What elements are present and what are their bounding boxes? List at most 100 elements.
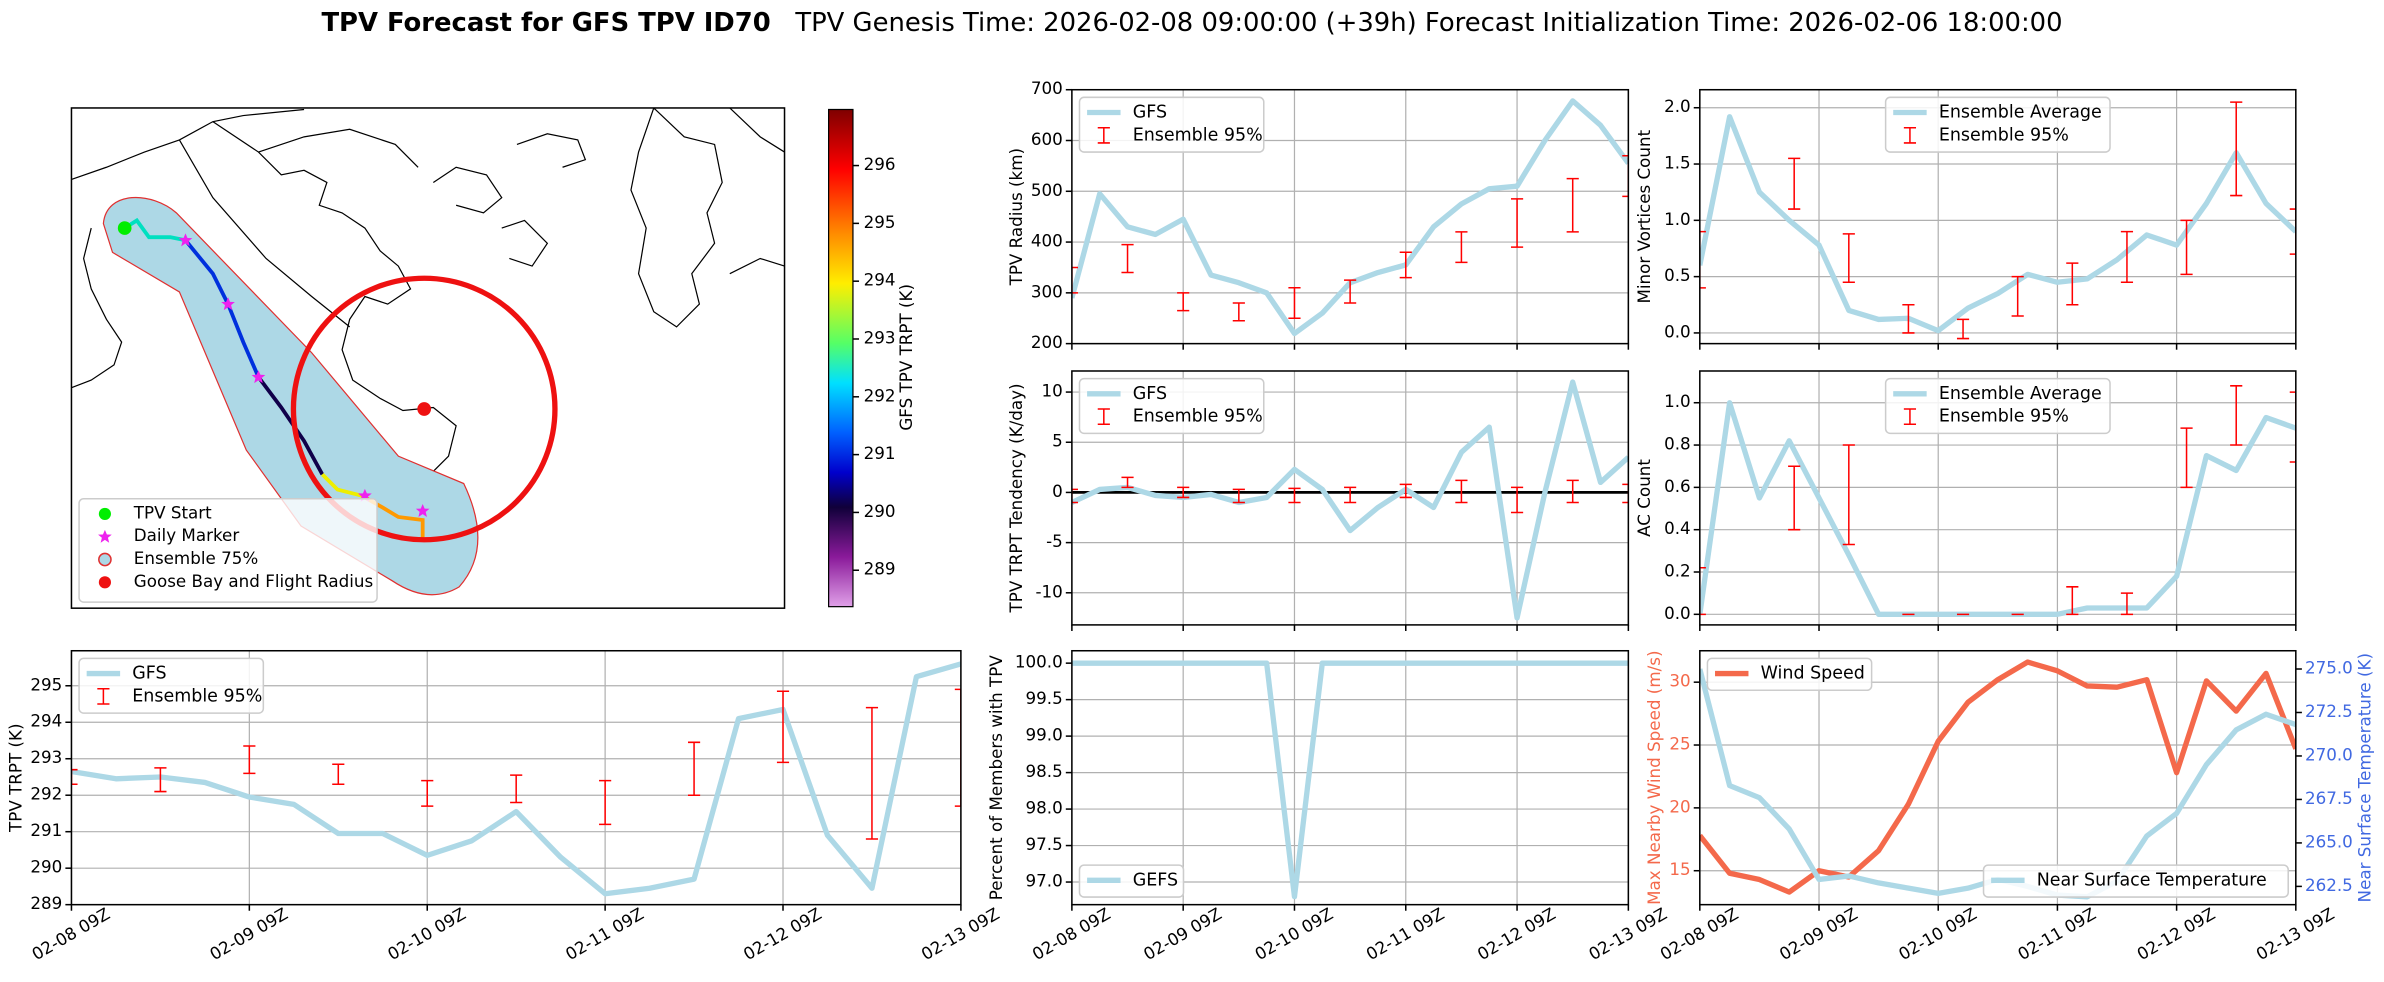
line — [1699, 400, 2296, 617]
x-tick-label: 02-08 09Z — [1029, 903, 1114, 964]
line — [1699, 668, 2296, 900]
y-axis-label: TPV TRPT Tendency (K/day) — [1006, 383, 1026, 613]
line — [1699, 114, 2296, 334]
error-bar — [243, 745, 256, 775]
plot-area — [1699, 659, 2296, 900]
legend — [1884, 96, 2111, 153]
legend-label: GFS — [132, 664, 166, 684]
legend-label: GFS — [1133, 384, 1167, 404]
y-axis-label: Max Nearby Wind Speed (m/s) — [1644, 651, 1664, 905]
colorbar-tick-label: 289 — [864, 559, 896, 579]
legend-label: Ensemble Average — [1939, 384, 2102, 404]
legend-symbol — [98, 552, 112, 567]
y-axis-label: Minor Vortices Count — [1634, 129, 1654, 303]
title-info: TPV Genesis Time: 2026-02-08 09:00:00 (+… — [794, 7, 2062, 37]
error-bar — [1071, 266, 1078, 294]
legend-symbol — [1903, 126, 1917, 144]
error-bar — [2230, 101, 2243, 197]
y-tick-label: 25 — [1669, 734, 1690, 754]
y-tick-label: 5 — [1052, 431, 1063, 451]
map: TPV Start Daily Marker Ensemble 75% Goos… — [71, 107, 785, 609]
axes-frame — [70, 649, 962, 906]
map-legend — [78, 497, 378, 603]
colorbar-label: GFS TPV TRPT (K) — [896, 284, 916, 431]
legend-label: GFS — [1133, 103, 1167, 123]
error-bar — [2230, 385, 2243, 446]
plot-area — [1071, 98, 1629, 337]
y-tick-label: 1.0 — [1664, 209, 1691, 229]
y-tick-label: 200 — [1031, 332, 1063, 352]
plot-area — [1071, 660, 1629, 900]
axes-frame — [1071, 370, 1630, 626]
ensemble-75-area — [102, 196, 479, 596]
colorbar-tick-label: 296 — [864, 154, 896, 174]
y-tick-label: 0.5 — [1664, 265, 1691, 285]
error-bar — [2289, 391, 2296, 463]
y-tick-label: 291 — [30, 820, 62, 840]
legend — [78, 657, 265, 714]
error-bar — [1622, 483, 1629, 504]
title-rest — [771, 7, 796, 37]
legend-label: Near Surface Temperature — [2037, 870, 2267, 890]
colorbar-tick-label: 291 — [864, 443, 896, 463]
y-tick-label: 1.0 — [1664, 391, 1691, 411]
error-bar — [1510, 198, 1524, 248]
y-tick-label: 1.5 — [1664, 153, 1691, 173]
plot-area — [1071, 379, 1629, 621]
legend-label: Ensemble 95% — [132, 686, 262, 706]
legend — [1706, 657, 1873, 692]
legend-symbol — [1903, 408, 1917, 425]
error-bar — [1622, 154, 1629, 198]
y-tick-label: -10 — [1035, 581, 1062, 601]
y2-axis-label: Near Surface Temperature (K) — [2354, 653, 2374, 902]
x-tick-label: 02-12 09Z — [740, 903, 825, 964]
y-tick-label: 97.0 — [1026, 871, 1063, 891]
x-tick-label: 02-10 09Z — [1895, 903, 1980, 964]
legend-label: Ensemble 75% — [134, 548, 258, 568]
x-tick-label: 02-13 09Z — [1585, 903, 1670, 964]
error-bar — [1956, 318, 1970, 340]
x-tick-label: 02-12 09Z — [2133, 903, 2218, 964]
colorbar-tick-label: 295 — [864, 212, 896, 232]
title-bold: TPV Forecast for GFS TPV ID70 — [321, 7, 770, 37]
y-tick-label: 292 — [30, 784, 62, 804]
error-bar — [1288, 487, 1301, 504]
legend-symbol — [98, 507, 111, 520]
colorbar-tick-label: 294 — [864, 270, 896, 290]
error-bar — [2180, 219, 2193, 276]
x-tick-label: 02-11 09Z — [562, 903, 647, 964]
error-bar — [2180, 427, 2193, 489]
line — [1071, 660, 1629, 900]
plot-area — [71, 661, 961, 897]
track — [320, 473, 363, 498]
legend-symbol — [98, 576, 111, 589]
y-tick-label: 400 — [1031, 231, 1063, 251]
error-bar — [1177, 292, 1190, 312]
goose-bay — [417, 402, 432, 416]
x-tick-label: 02-10 09Z — [384, 903, 469, 964]
x-tick-label: 02-11 09Z — [2014, 903, 2099, 964]
error-bar — [1399, 251, 1412, 279]
figure-title: TPV Forecast for GFS TPV ID70 TPV Genesi… — [321, 7, 2062, 37]
colorbar-tick-label: 290 — [864, 501, 896, 521]
legend-label: Goose Bay and Flight Radius — [134, 571, 373, 591]
x-tick-label: 02-09 09Z — [1776, 903, 1861, 964]
error-bar — [1842, 444, 1855, 546]
y2-tick-label: 272.5 — [2305, 701, 2353, 721]
axes-frame — [1071, 88, 1630, 345]
error-bar — [776, 690, 790, 764]
colorbar-tick-label: 292 — [864, 385, 896, 405]
error-bar — [1510, 486, 1524, 514]
error-bar — [865, 706, 879, 840]
y-tick-label: 700 — [1031, 78, 1063, 98]
axes-frame — [1699, 649, 2297, 906]
x-tick-label: 02-13 09Z — [2253, 903, 2338, 964]
error-bar — [1842, 233, 1855, 284]
error-bar — [1288, 287, 1301, 319]
coastline — [71, 107, 785, 503]
error-bar — [510, 774, 523, 804]
error-bar — [1455, 479, 1468, 504]
legend-symbol — [1097, 126, 1110, 144]
y-tick-label: 20 — [1669, 796, 1690, 816]
